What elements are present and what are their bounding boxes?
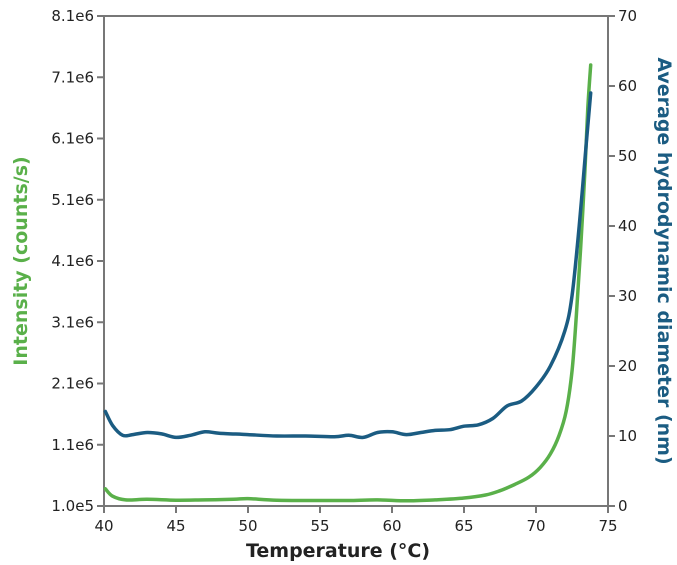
series-lines — [103, 63, 593, 503]
x-axis-title: Temperature (°C) — [246, 540, 430, 562]
right-y-tick-label: 40 — [618, 217, 637, 235]
right-y-tick-label: 70 — [618, 7, 637, 25]
right-y-axis-ticks: 0 10 20 30 40 50 60 70 — [608, 7, 637, 515]
left-y-tick-label: 1.1e6 — [51, 436, 94, 454]
left-y-tick-label: 8.1e6 — [51, 7, 94, 25]
left-y-axis-title: Intensity (counts/s) — [10, 156, 32, 365]
x-tick-label: 55 — [310, 517, 329, 535]
right-y-axis-title: Average hydrodynamic diameter (nm) — [653, 57, 675, 464]
x-tick-label: 40 — [94, 517, 113, 535]
x-tick-label: 45 — [166, 517, 185, 535]
right-y-tick-label: 50 — [618, 147, 637, 165]
left-y-tick-label: 3.1e6 — [51, 313, 94, 331]
x-tick-label: 50 — [238, 517, 257, 535]
left-y-tick-label: 2.1e6 — [51, 375, 94, 393]
right-y-tick-label: 0 — [618, 497, 628, 515]
right-y-tick-label: 30 — [618, 287, 637, 305]
left-y-tick-label: 7.1e6 — [51, 68, 94, 86]
x-tick-label: 75 — [598, 517, 617, 535]
right-y-tick-label: 10 — [618, 427, 637, 445]
right-y-tick-label: 60 — [618, 77, 637, 95]
right-y-tick-label: 20 — [618, 357, 637, 375]
x-tick-label: 70 — [526, 517, 545, 535]
left-y-tick-label: 1.0e5 — [51, 497, 94, 515]
left-y-tick-label: 6.1e6 — [51, 130, 94, 148]
plot-frame — [103, 15, 609, 507]
diameter-series-line — [103, 91, 593, 440]
left-y-tick-label: 5.1e6 — [51, 191, 94, 209]
left-y-axis-ticks: 1.0e5 1.1e6 2.1e6 3.1e6 4.1e6 5.1e6 6.1e6 7.1e6… — [51, 7, 104, 515]
intensity-series-line — [103, 63, 593, 503]
x-tick-label: 60 — [382, 517, 401, 535]
x-tick-label: 65 — [454, 517, 473, 535]
x-axis-ticks: 40 45 50 55 60 65 70 75 — [94, 506, 618, 535]
left-y-tick-label: 4.1e6 — [51, 252, 94, 270]
